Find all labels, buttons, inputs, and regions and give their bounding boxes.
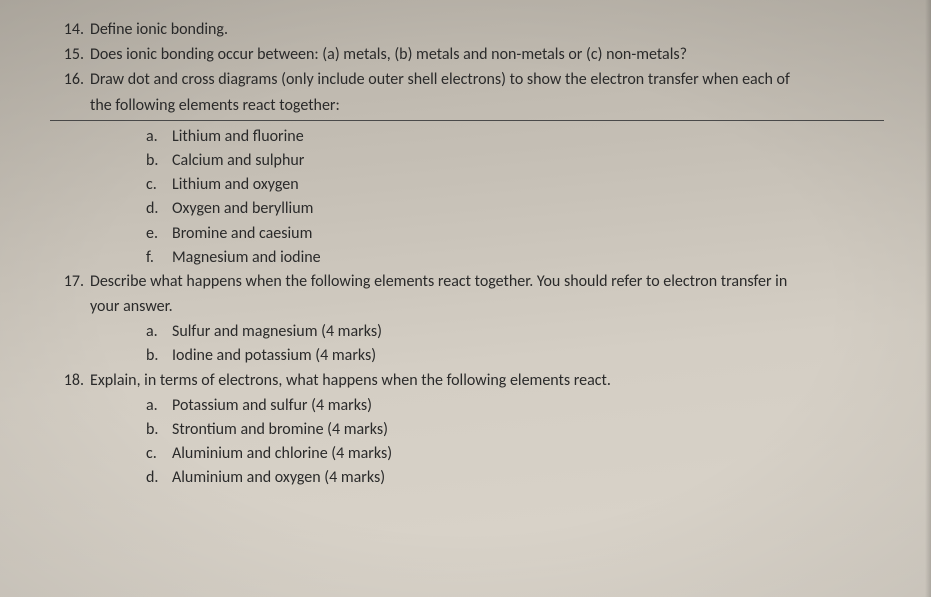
item-text: Lithium and oxygen xyxy=(172,173,901,196)
list-item: a. Lithium and fluorine xyxy=(146,125,901,148)
question-text: Define ionic bonding. xyxy=(90,18,901,41)
item-letter: b. xyxy=(146,149,172,172)
q18-sublist: a. Potassium and sulfur (4 marks) b. Str… xyxy=(146,394,901,490)
list-item: b. Iodine and potassium (4 marks) xyxy=(146,344,901,367)
question-text: Describe what happens when the following… xyxy=(90,270,901,293)
list-item: c. Aluminium and chlorine (4 marks) xyxy=(146,442,901,465)
question-number: 18. xyxy=(50,369,90,392)
divider-line xyxy=(50,120,884,121)
question-14: 14. Define ionic bonding. xyxy=(50,18,901,41)
item-letter: b. xyxy=(146,344,172,367)
item-text: Bromine and caesium xyxy=(172,222,901,245)
list-item: b. Calcium and sulphur xyxy=(146,149,901,172)
worksheet-page: 14. Define ionic bonding. 15. Does ionic… xyxy=(0,0,931,511)
list-item: d. Oxygen and beryllium xyxy=(146,197,901,220)
item-text: Magnesium and iodine xyxy=(172,246,901,269)
question-number: 16. xyxy=(50,68,90,91)
item-text: Oxygen and beryllium xyxy=(172,197,901,220)
question-text: Does ionic bonding occur between: (a) me… xyxy=(90,43,901,66)
item-text: Aluminium and oxygen (4 marks) xyxy=(172,466,901,489)
item-letter: a. xyxy=(146,320,172,343)
q17-sublist: a. Sulfur and magnesium (4 marks) b. Iod… xyxy=(146,320,901,367)
list-item: f. Magnesium and iodine xyxy=(146,246,901,269)
item-letter: a. xyxy=(146,394,172,417)
item-letter: e. xyxy=(146,222,172,245)
item-letter: a. xyxy=(146,125,172,148)
item-text: Aluminium and chlorine (4 marks) xyxy=(172,442,901,465)
list-item: e. Bromine and caesium xyxy=(146,222,901,245)
list-item: a. Sulfur and magnesium (4 marks) xyxy=(146,320,901,343)
item-text: Sulfur and magnesium (4 marks) xyxy=(172,320,901,343)
list-item: a. Potassium and sulfur (4 marks) xyxy=(146,394,901,417)
item-text: Calcium and sulphur xyxy=(172,149,901,172)
list-item: d. Aluminium and oxygen (4 marks) xyxy=(146,466,901,489)
item-text: Lithium and fluorine xyxy=(172,125,901,148)
question-number: 14. xyxy=(50,18,90,41)
item-text: Strontium and bromine (4 marks) xyxy=(172,418,901,441)
question-18: 18. Explain, in terms of electrons, what… xyxy=(50,369,901,392)
question-number: 15. xyxy=(50,43,90,66)
question-text: Draw dot and cross diagrams (only includ… xyxy=(90,68,901,91)
question-text: Explain, in terms of electrons, what hap… xyxy=(90,369,901,392)
item-text: Potassium and sulfur (4 marks) xyxy=(172,394,901,417)
question-17-cont: your answer. xyxy=(90,295,901,318)
item-letter: d. xyxy=(146,197,172,220)
item-letter: c. xyxy=(146,442,172,465)
list-item: b. Strontium and bromine (4 marks) xyxy=(146,418,901,441)
list-item: c. Lithium and oxygen xyxy=(146,173,901,196)
question-16: 16. Draw dot and cross diagrams (only in… xyxy=(50,68,901,91)
question-17: 17. Describe what happens when the follo… xyxy=(50,270,901,293)
question-16-cont: the following elements react together: xyxy=(90,94,901,117)
page-shadow xyxy=(925,0,931,597)
question-number: 17. xyxy=(50,270,90,293)
item-letter: c. xyxy=(146,173,172,196)
item-letter: b. xyxy=(146,418,172,441)
q16-sublist: a. Lithium and fluorine b. Calcium and s… xyxy=(146,125,901,269)
item-letter: f. xyxy=(146,246,172,269)
item-text: Iodine and potassium (4 marks) xyxy=(172,344,901,367)
question-15: 15. Does ionic bonding occur between: (a… xyxy=(50,43,901,66)
item-letter: d. xyxy=(146,466,172,489)
